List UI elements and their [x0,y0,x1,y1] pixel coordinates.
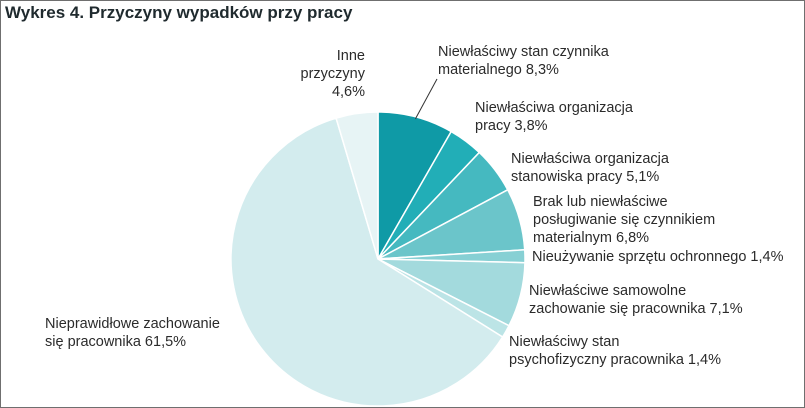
slice-label: Niewłaściwa organizacja stanowiska pracy … [511,151,670,185]
slice-label: Niewłaściwe samowolne zachowanie się prac… [529,283,743,317]
chart-title: Wykres 4. Przyczyny wypadków przy pracy [5,3,353,22]
pie-slice [335,111,379,260]
slice-label: Nieużywanie sprzętu ochronnego 1,4% [532,249,784,265]
slice-label: Brak lub niewłaściwe posługiwanie się czy… [533,194,715,246]
slice-label: Niewłaściwa organizacja pracy 3,8% [475,100,634,134]
slice-label: Inne przyczyny 4,6% [301,48,366,100]
pie-slice [230,117,504,407]
leader-lines [414,78,438,120]
slice-label: Nieprawidłowe zachowanie się pracownika 6… [45,316,220,350]
slice-labels: Niewłaściwy stan czynnika materialnego 8,… [45,44,784,368]
pie-slices [230,111,526,407]
leader-line [414,78,438,120]
slice-label: Niewłaściwy stan psychofizyczny pracownik… [509,334,721,368]
slice-label: Niewłaściwy stan czynnika materialnego 8,… [438,44,610,78]
